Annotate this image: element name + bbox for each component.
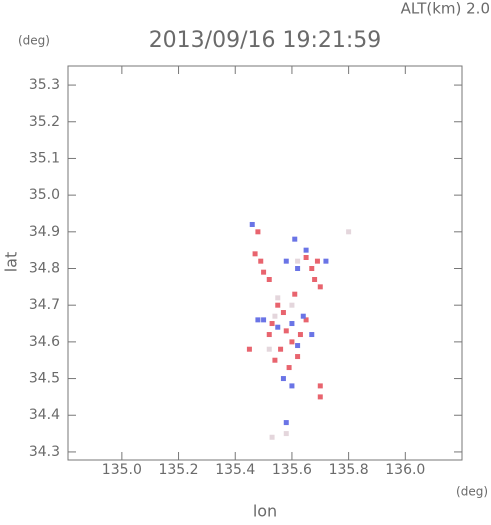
- echo-point: [292, 236, 298, 242]
- echo-point: [303, 247, 309, 253]
- echo-point: [312, 277, 318, 283]
- echo-point: [292, 291, 298, 297]
- echo-point: [317, 383, 323, 389]
- y-tick-label: 34.5: [29, 371, 60, 387]
- echo-point: [289, 383, 295, 389]
- y-tick-label: 35.0: [29, 187, 60, 203]
- echo-point: [346, 229, 352, 235]
- y-tick-label: 34.9: [29, 224, 60, 240]
- echo-point: [309, 266, 315, 272]
- echo-point: [297, 332, 303, 338]
- x-unit: (deg): [456, 485, 488, 499]
- echo-point: [255, 229, 261, 235]
- echo-point: [289, 302, 295, 308]
- echo-point: [323, 258, 329, 264]
- echo-point: [266, 332, 272, 338]
- echo-point: [317, 284, 323, 290]
- echo-point: [289, 321, 295, 327]
- echo-point: [303, 254, 309, 260]
- echo-point: [278, 346, 284, 352]
- echo-point: [314, 258, 320, 264]
- echo-point: [261, 317, 267, 323]
- echo-point: [275, 295, 281, 301]
- echo-point: [269, 321, 275, 327]
- echo-point: [246, 346, 252, 352]
- echo-point: [252, 251, 258, 257]
- echo-point: [261, 269, 267, 275]
- y-tick-label: 35.2: [29, 114, 60, 130]
- plot-frame: [67, 65, 463, 461]
- chart-title: 2013/09/16 19:21:59: [149, 28, 382, 53]
- echo-point: [295, 258, 301, 264]
- echo-point: [280, 310, 286, 316]
- echo-point: [295, 343, 301, 349]
- x-tick-label: 136.0: [385, 462, 425, 478]
- echo-point: [283, 258, 289, 264]
- x-axis-label: lon: [253, 502, 277, 521]
- echo-point: [286, 365, 292, 371]
- echo-point: [266, 346, 272, 352]
- echo-point: [266, 277, 272, 283]
- y-unit: (deg): [18, 34, 50, 48]
- echo-point: [289, 339, 295, 345]
- x-tick-label: 135.8: [329, 462, 369, 478]
- echo-point: [269, 434, 275, 440]
- y-tick-label: 35.3: [29, 77, 60, 93]
- echo-point: [249, 221, 255, 227]
- echo-point: [272, 313, 278, 319]
- echo-point: [255, 317, 261, 323]
- y-tick-label: 34.7: [29, 297, 60, 313]
- y-tick-label: 35.1: [29, 150, 60, 166]
- echo-point: [272, 357, 278, 363]
- altitude-label: ALT(km) 2.0: [401, 0, 490, 18]
- x-tick-label: 135.0: [102, 462, 142, 478]
- y-axis-label: lat: [2, 252, 21, 273]
- y-tick-label: 34.3: [29, 444, 60, 460]
- x-tick-label: 135.4: [215, 462, 255, 478]
- echo-point: [283, 328, 289, 334]
- echo-point: [295, 354, 301, 360]
- echo-point: [295, 266, 301, 272]
- echo-point: [275, 324, 281, 330]
- echo-point: [275, 302, 281, 308]
- echo-point: [258, 258, 264, 264]
- echo-point: [309, 332, 315, 338]
- y-tick-label: 34.4: [29, 407, 60, 423]
- x-tick-label: 135.2: [158, 462, 198, 478]
- echo-point: [283, 420, 289, 426]
- echo-point: [280, 376, 286, 382]
- y-tick-label: 34.6: [29, 334, 60, 350]
- x-tick-label: 135.6: [272, 462, 312, 478]
- y-tick-label: 34.8: [29, 261, 60, 277]
- echo-point: [303, 317, 309, 323]
- echo-point: [317, 394, 323, 400]
- echo-point: [283, 431, 289, 437]
- echo-point: [300, 313, 306, 319]
